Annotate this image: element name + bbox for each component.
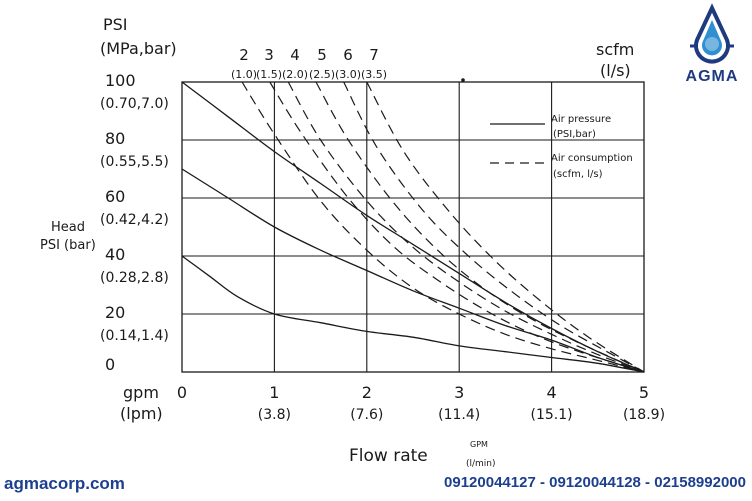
x-tick-label-3: 3 — [454, 383, 464, 402]
air-pressure-lines — [181, 81, 645, 373]
legend-air-consumption-unit: (scfm, l/s) — [553, 169, 603, 180]
tick-labels: 0 1 (3.8) 2 (7.6) 3 (11.4) 4 (15.1) 5 (18.9) 100 (0.… — [100, 71, 665, 423]
y-tick-sublabel-1: (0.55,5.5) — [100, 154, 169, 170]
x-tick-label-5: 5 — [639, 383, 649, 402]
y-tick-label-2: 60 — [105, 187, 125, 206]
air-pressure-line-3 — [181, 255, 645, 373]
air-consumption-line-4 — [287, 81, 645, 373]
footer-website-link[interactable]: agmacorp.com — [4, 474, 125, 493]
x-tick-sublabel-5: (18.9) — [623, 407, 665, 423]
right-title-top: scfm — [596, 40, 634, 59]
x-tick-sublabel-1: (3.8) — [258, 407, 291, 423]
air-consumption-line-7 — [366, 81, 645, 373]
air-consumption-line-3 — [269, 81, 645, 373]
consumption-sublabel-4: (2.0) — [282, 68, 308, 81]
x-tick-sublabel-2: (7.6) — [350, 407, 383, 423]
y-tick-sublabel-4: (0.14,1.4) — [100, 328, 169, 344]
y-tick-label-1: 80 — [105, 129, 125, 148]
agma-logo-icon — [690, 3, 734, 64]
consumption-sublabel-7: (3.5) — [361, 68, 387, 81]
air-consumption-lines — [241, 81, 645, 373]
consumption-top-labels: 2 (1.0) 3 (1.5) 4 (2.0) 5 (2.5) 6 (3.0) 7 (3.5) — [231, 46, 387, 81]
y-axis-label-head: Head — [51, 220, 85, 235]
logo-text: AGMA — [685, 68, 739, 85]
y-title-bottom: (MPa,bar) — [100, 39, 177, 58]
consumption-label-4: 4 — [290, 46, 300, 64]
consumption-sublabel-5: (2.5) — [309, 68, 335, 81]
y-tick-sublabel-2: (0.42,4.2) — [100, 212, 169, 228]
plot-frame — [181, 81, 645, 373]
legend-air-pressure-unit: (PSI,bar) — [553, 129, 596, 140]
right-title-bottom: (l/s) — [600, 61, 631, 80]
y-tick-label-4: 20 — [105, 303, 125, 322]
consumption-label-3: 3 — [264, 46, 274, 64]
x-tick-label-4: 4 — [547, 383, 557, 402]
x-axis-unit-top: gpm — [123, 383, 159, 402]
x-axis-title-unit-top: GPM — [470, 440, 488, 449]
air-pressure-line-1 — [181, 81, 645, 373]
x-axis-unit-bottom: (lpm) — [120, 404, 163, 423]
y-tick-label-0: 100 — [105, 71, 136, 90]
grid — [181, 81, 645, 373]
consumption-sublabel-2: (1.0) — [231, 68, 257, 81]
legend: Air pressure (PSI,bar) Air consumption (… — [490, 114, 633, 180]
y-title-top: PSI — [103, 15, 128, 34]
marker-dot — [461, 78, 465, 82]
air-consumption-line-2 — [241, 81, 645, 373]
x-tick-label-1: 1 — [269, 383, 279, 402]
y-tick-label-3: 40 — [105, 245, 125, 264]
consumption-sublabel-3: (1.5) — [256, 68, 282, 81]
consumption-label-2: 2 — [239, 46, 249, 64]
y-tick-sublabel-3: (0.28,2.8) — [100, 270, 169, 286]
consumption-label-5: 5 — [317, 46, 327, 64]
y-tick-label-5: 0 — [105, 355, 115, 374]
legend-air-pressure: Air pressure — [551, 114, 611, 125]
x-axis-title-unit-bottom: (l/min) — [466, 459, 496, 469]
air-consumption-line-6 — [343, 81, 645, 373]
consumption-label-7: 7 — [369, 46, 379, 64]
x-tick-sublabel-4: (15.1) — [531, 407, 573, 423]
air-pressure-line-2 — [181, 168, 645, 373]
consumption-label-6: 6 — [343, 46, 353, 64]
legend-air-consumption: Air consumption — [551, 153, 633, 164]
x-axis-title: Flow rate — [349, 446, 428, 466]
x-tick-label-2: 2 — [362, 383, 372, 402]
x-tick-label-0: 0 — [177, 383, 187, 402]
footer-phone-numbers: 09120044127 - 09120044128 - 02158992000 — [444, 474, 746, 491]
y-tick-sublabel-0: (0.70,7.0) — [100, 96, 169, 112]
x-tick-sublabel-3: (11.4) — [438, 407, 480, 423]
y-axis-label-unit: PSI (bar) — [40, 238, 96, 253]
consumption-sublabel-6: (3.0) — [335, 68, 361, 81]
air-consumption-line-5 — [315, 81, 645, 373]
